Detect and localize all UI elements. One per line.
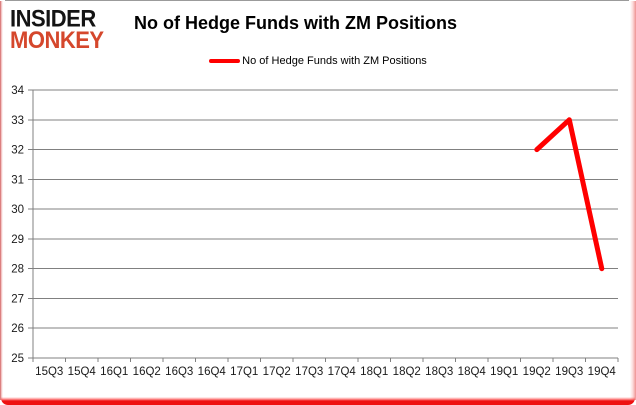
x-axis-tick-label: 16Q3 xyxy=(165,366,193,378)
x-axis-tick-label: 19Q1 xyxy=(490,366,518,378)
legend-label: No of Hedge Funds with ZM Positions xyxy=(242,55,427,67)
x-axis-tick-label: 16Q2 xyxy=(133,366,161,378)
x-axis-tick-label: 16Q4 xyxy=(198,366,227,378)
x-axis-tick-label: 18Q2 xyxy=(393,366,421,378)
x-axis-tick-label: 18Q1 xyxy=(360,366,388,378)
legend: No of Hedge Funds with ZM Positions xyxy=(0,55,636,67)
series-line xyxy=(534,117,605,272)
frame-border-top xyxy=(5,0,629,1)
y-axis-tick-label: 28 xyxy=(11,264,24,276)
y-axis-tick-label: 25 xyxy=(11,353,24,365)
y-axis-tick-label: 32 xyxy=(11,145,24,157)
x-axis-tick-label: 18Q3 xyxy=(425,366,453,378)
line-chart: 25 26 27 28 29 30 31 32 33 34 15Q3 15Q4 16Q1 16Q2 16Q3… xyxy=(11,85,619,378)
y-axis-tick-label: 26 xyxy=(11,323,24,335)
x-axis-tick-label: 18Q4 xyxy=(458,366,487,378)
insider-monkey-logo: INSIDER MONKEY xyxy=(10,4,104,54)
y-axis-tick-label: 30 xyxy=(11,204,24,216)
logo-insider-text: INSIDER xyxy=(10,4,96,32)
x-axis-tick-label: 17Q1 xyxy=(230,366,258,378)
x-axis-tick-label: 15Q4 xyxy=(68,366,97,378)
x-axis-tick-label: 15Q3 xyxy=(35,366,63,378)
y-axis-tick-label: 33 xyxy=(11,115,24,127)
x-axis-tick-label: 17Q2 xyxy=(263,366,291,378)
y-axis-tick-label: 29 xyxy=(11,234,24,246)
x-axis-tick-label: 19Q4 xyxy=(588,366,617,378)
x-axis-tick-label: 19Q2 xyxy=(523,366,551,378)
y-axis-tick-label: 31 xyxy=(11,174,24,186)
logo-monkey-text: MONKEY xyxy=(10,26,104,54)
chart-title: No of Hedge Funds with ZM Positions xyxy=(134,13,457,33)
y-axis-tick-label: 27 xyxy=(11,293,24,305)
x-axis-tick-label: 17Q4 xyxy=(328,366,357,378)
x-axis-tick-label: 17Q3 xyxy=(295,366,323,378)
legend-line-swatch xyxy=(209,59,241,63)
x-axis-tick-label: 16Q1 xyxy=(100,366,128,378)
y-axis-tick-label: 34 xyxy=(11,85,24,97)
x-axis-tick-label: 19Q3 xyxy=(555,366,583,378)
